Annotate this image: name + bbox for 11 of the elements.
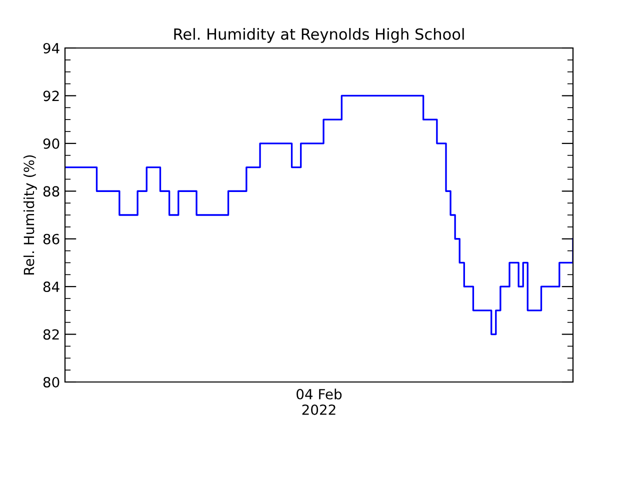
y-tick-label: 92	[43, 90, 59, 102]
y-tick-label: 82	[43, 329, 59, 340]
y-tick-label: 88	[43, 186, 60, 197]
chart-title: Rel. Humidity at Reynolds High School	[174, 28, 464, 43]
y-tick-label: 90	[43, 138, 60, 149]
y-tick-label: 86	[43, 234, 60, 244]
y-tick-label: 80	[43, 376, 60, 388]
text: 04 Feb 2022	[296, 388, 342, 415]
y-axis-title: Rel. Humidity (%)	[23, 155, 37, 274]
y-tick-label: 94	[43, 42, 60, 54]
y-tick-label: 84	[43, 282, 60, 292]
